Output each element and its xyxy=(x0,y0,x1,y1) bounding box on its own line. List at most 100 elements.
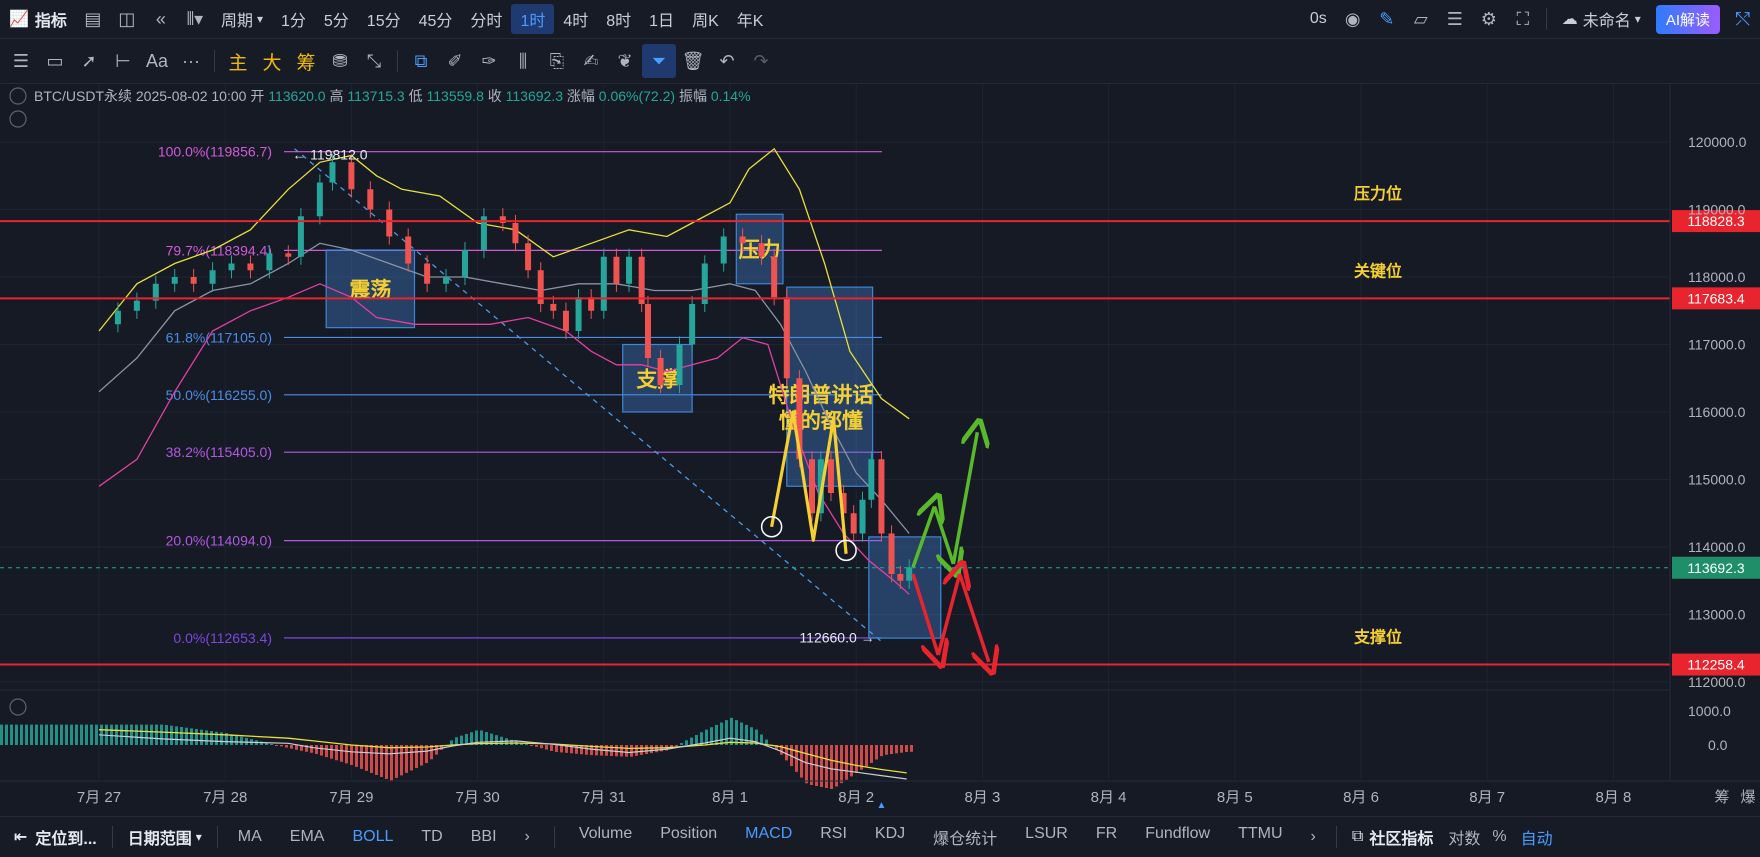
fullscreen-icon[interactable]: ⛶ xyxy=(1516,8,1530,29)
paint-icon[interactable]: ❦ xyxy=(617,50,633,71)
log-scale-toggle[interactable]: 对数 xyxy=(1448,831,1481,848)
interval-tab[interactable]: 1时 xyxy=(511,4,555,34)
cursor-icon[interactable]: ➚ xyxy=(81,50,97,71)
sub-indicator-tab[interactable]: Position xyxy=(660,825,718,842)
macd-histogram-bar xyxy=(570,745,573,754)
trash-icon[interactable]: 🗑 xyxy=(681,50,705,71)
macd-histogram-bar xyxy=(180,727,183,745)
macd-histogram-bar xyxy=(405,745,408,773)
locate-button[interactable]: ⇤ 定位到... xyxy=(0,822,106,852)
main-indicator-tab[interactable]: TD xyxy=(421,828,443,845)
sub-indicator-tab[interactable]: RSI xyxy=(820,825,847,842)
menu-icon[interactable]: ☰ xyxy=(12,50,30,71)
layout-name-dropdown[interactable]: ☁ 未命名 ▾ xyxy=(1553,4,1650,34)
clipboard-icon[interactable]: ⎘ xyxy=(549,50,565,71)
eraser-icon[interactable]: ✐ xyxy=(447,50,463,71)
interval-tab[interactable]: 5分 xyxy=(323,13,349,30)
pen-icon[interactable]: ✎ xyxy=(1379,8,1395,29)
candle-body xyxy=(133,300,140,311)
sub-indicator-tab[interactable]: TTMU xyxy=(1238,825,1283,842)
macd-histogram-bar xyxy=(675,745,678,746)
scroll-marker: ▲ xyxy=(876,800,886,811)
interval-tab[interactable]: 8时 xyxy=(606,13,632,30)
indicator-menu[interactable]: 📈 指标 xyxy=(0,4,76,34)
main-chart-toggle[interactable]: 主 xyxy=(228,52,248,74)
candle-body xyxy=(480,216,487,250)
copy-icon[interactable]: ⧉ xyxy=(414,50,428,71)
chevron-right-icon[interactable]: › xyxy=(1310,828,1316,845)
interval-tab[interactable]: 1分 xyxy=(280,13,306,30)
sub-indicator-tab[interactable]: Fundflow xyxy=(1145,825,1211,842)
main-indicator-tab[interactable]: BOLL xyxy=(352,828,394,845)
candle-body xyxy=(906,567,913,581)
brush-icon[interactable]: ✑ xyxy=(481,50,497,71)
comment-icon[interactable]: ▱ xyxy=(1413,8,1428,29)
magnet-icon[interactable]: ⛃ xyxy=(332,50,348,71)
chip-toggle[interactable]: 筹 xyxy=(296,52,316,74)
sub-indicator-tab[interactable]: 爆仓统计 xyxy=(933,831,998,848)
macd-histogram-bar xyxy=(905,745,908,753)
auto-scale-toggle[interactable]: 自动 xyxy=(1520,831,1553,848)
redo-icon[interactable]: ↷ xyxy=(753,50,769,71)
ai-interpret-button[interactable]: AI解读 xyxy=(1655,4,1720,34)
share-icon[interactable]: ⤲ xyxy=(1735,8,1751,29)
edit-icon[interactable]: ✍ xyxy=(583,50,599,71)
macd-histogram-bar xyxy=(175,726,178,745)
macd-histogram-bar xyxy=(235,735,238,745)
camera-icon[interactable]: ◉ xyxy=(1344,8,1361,29)
interval-tab[interactable]: 周K xyxy=(692,13,719,30)
candles-icon[interactable]: ⫼ xyxy=(518,50,528,71)
main-indicator-tab[interactable]: BBI xyxy=(470,828,497,845)
interval-tab[interactable]: 年K xyxy=(736,13,764,30)
layout-icon[interactable]: ◫ xyxy=(118,8,136,29)
sub-indicator-tab[interactable]: FR xyxy=(1095,825,1118,842)
macd-histogram-bar xyxy=(120,724,123,745)
big-order-toggle[interactable]: 大 xyxy=(262,52,282,74)
low-marker-circle xyxy=(835,539,857,562)
community-indicators-button[interactable]: ⧉ 社区指标 xyxy=(1343,822,1442,852)
sub-indicator-tab[interactable]: LSUR xyxy=(1025,825,1068,842)
chevron-right-icon[interactable]: › xyxy=(524,828,530,845)
macd-histogram-bar xyxy=(910,745,913,752)
more-tools[interactable]: ··· xyxy=(182,50,200,71)
candle-body xyxy=(859,499,866,534)
interval-tab[interactable]: 4时 xyxy=(563,13,589,30)
candle-body xyxy=(525,243,532,271)
list-icon[interactable]: ☰ xyxy=(1446,8,1463,29)
date-range-dropdown[interactable]: 日期范围 ▾ xyxy=(119,822,211,852)
price-chart[interactable]: 100.0%(119856.7) 79.7%(118394.4) 61.8%(117… xyxy=(0,84,1760,816)
sub-indicator-tab[interactable]: KDJ xyxy=(874,825,906,842)
rewind-icon[interactable]: « xyxy=(155,8,166,29)
period-dropdown[interactable]: 周期 ▾ xyxy=(212,4,272,34)
macd-dea-line xyxy=(98,729,907,774)
macd-histogram-bar xyxy=(340,745,343,762)
measure-icon[interactable]: ⤡ xyxy=(366,50,382,71)
calendar-icon[interactable]: ▤ xyxy=(84,8,102,29)
gear-icon[interactable]: ⚙ xyxy=(1480,8,1497,29)
undo-icon[interactable]: ↶ xyxy=(719,50,735,71)
text-tool[interactable]: Aa xyxy=(145,50,169,71)
interval-tab[interactable]: 15分 xyxy=(366,13,401,30)
macd-histogram-bar xyxy=(185,727,188,745)
sub-indicator-tab[interactable]: MACD xyxy=(745,825,793,842)
macd-histogram-bar xyxy=(210,731,213,745)
y-tick-label: 117000.0 xyxy=(1688,337,1746,353)
filter-icon[interactable]: ⏷ xyxy=(642,44,676,78)
interval-tab[interactable]: 分时 xyxy=(470,13,503,30)
main-indicator-tab[interactable]: EMA xyxy=(289,828,325,845)
horizontal-line-icon[interactable]: ⊢ xyxy=(115,50,131,71)
candle-type-icon[interactable]: ⫴▾ xyxy=(186,8,204,29)
candle-body xyxy=(783,297,790,379)
main-indicator-tab[interactable]: MA xyxy=(237,828,262,845)
rectangle-icon[interactable]: ▭ xyxy=(46,50,64,71)
locate-label: 定位到... xyxy=(35,831,97,848)
interval-tab[interactable]: 1日 xyxy=(649,13,675,30)
percent-toggle[interactable]: % xyxy=(1492,828,1507,845)
candle-body xyxy=(171,277,178,284)
drawing-toolbar: ☰ ▭ ➚ ⊢ Aa ··· 主 大 筹 ⛃ ⤡ ⧉ ✐ ✑ ⫼ ⎘ ✍ ❦ ⏷… xyxy=(0,39,1760,84)
candle-body xyxy=(316,182,323,217)
interval-tab[interactable]: 45分 xyxy=(418,13,453,30)
macd-histogram-bar xyxy=(170,725,173,745)
macd-histogram-bar xyxy=(830,745,833,790)
sub-indicator-tab[interactable]: Volume xyxy=(578,825,633,842)
